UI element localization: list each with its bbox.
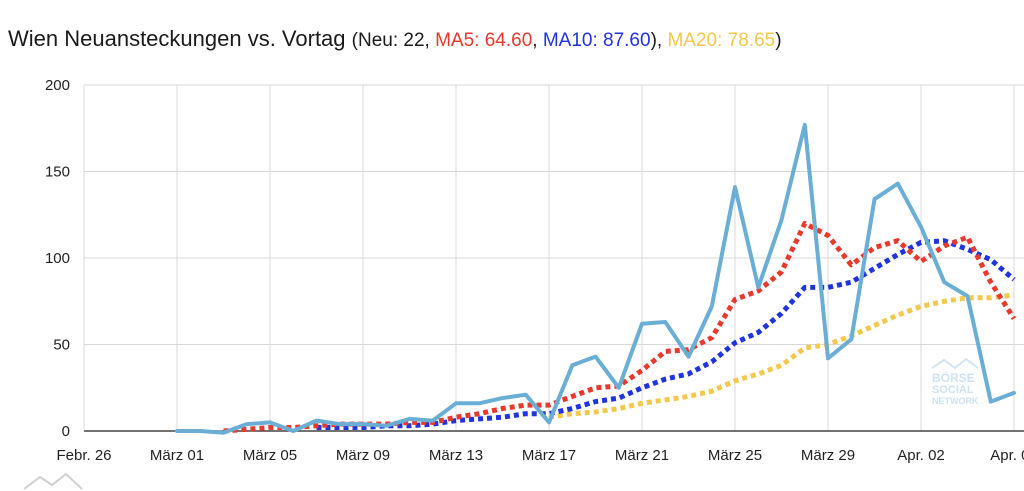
watermark-line3: NETWORK — [932, 396, 979, 406]
legend-sep: , — [532, 30, 538, 51]
corner-logo-icon — [23, 472, 83, 490]
legend-open: ( — [351, 30, 358, 51]
watermark-line2: SOCIAL — [932, 384, 974, 396]
title-legend: (Neu: 22, MA5: 64.60, MA10: 87.60), MA20… — [352, 30, 782, 51]
legend-ma10: MA10: 87.60 — [542, 30, 651, 51]
y-tick-label: 50 — [53, 337, 70, 354]
y-tick-label: 100 — [45, 250, 70, 267]
x-tick-label: März 13 — [429, 447, 483, 464]
y-tick-label: 200 — [45, 77, 70, 94]
x-tick-label: Apr. 06 — [990, 447, 1024, 464]
title-main: Wien Neuansteckungen vs. Vortag — [8, 26, 346, 51]
legend-sep: ), — [650, 30, 663, 51]
x-tick-label: März 01 — [150, 447, 204, 464]
watermark: BÖRSE SOCIAL NETWORK — [931, 357, 979, 406]
watermark-line1: BÖRSE — [932, 370, 975, 385]
legend-neu: Neu: 22 — [357, 30, 425, 51]
x-tick-label: Febr. 26 — [56, 447, 111, 464]
x-tick-label: März 05 — [243, 447, 297, 464]
x-tick-label: März 17 — [522, 447, 576, 464]
legend-ma20: MA20: 78.65 — [667, 30, 776, 51]
chart-grid — [83, 84, 1024, 432]
x-tick-label: März 21 — [615, 447, 669, 464]
legend-ma5: MA5: 64.60 — [435, 30, 533, 51]
chart-title: Wien Neuansteckungen vs. Vortag (Neu: 22… — [8, 26, 782, 52]
y-tick-label: 150 — [45, 164, 70, 181]
legend-sep: , — [424, 30, 430, 51]
legend-close: ) — [775, 30, 782, 51]
series-line-neu — [175, 122, 1016, 435]
watermark-logo-icon — [931, 357, 979, 370]
series-line-ma20 — [548, 292, 1015, 420]
chart-axes: Febr. 26 März 01 März 05 März 09 März 13 März… — [45, 77, 1024, 464]
x-tick-label: März 29 — [801, 447, 855, 464]
y-tick-label: 0 — [62, 423, 70, 440]
chart-series — [175, 122, 1017, 435]
x-tick-label: März 09 — [336, 447, 390, 464]
x-tick-label: März 25 — [708, 447, 762, 464]
series-line-ma10 — [316, 238, 1016, 430]
x-tick-label: Apr. 02 — [897, 447, 945, 464]
